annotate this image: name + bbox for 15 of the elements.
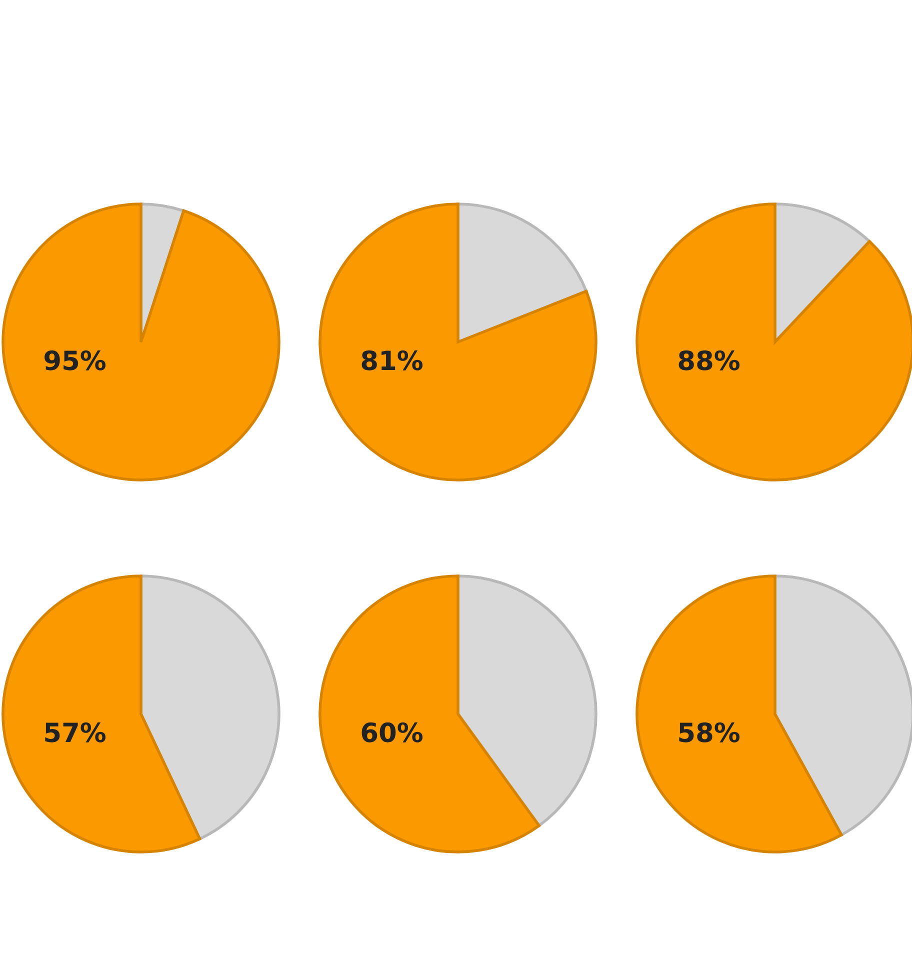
- data-label: 95%: [44, 350, 106, 370]
- data-label: 88%: [678, 350, 740, 370]
- pie-slice: [140, 574, 280, 840]
- pie-slice: [636, 202, 912, 482]
- data-label: 60%: [362, 722, 422, 742]
- pie-slice: [318, 574, 541, 854]
- data-label: 81%: [362, 350, 422, 370]
- pie-slice: [318, 202, 598, 482]
- data-label: 57%: [45, 722, 106, 742]
- pie-slice: [636, 574, 843, 854]
- data-label: 58%: [679, 722, 740, 742]
- pie-slice: [456, 574, 598, 828]
- pie-slice: [774, 574, 912, 836]
- pie-slice: [2, 574, 202, 854]
- pie-slice: [2, 202, 280, 482]
